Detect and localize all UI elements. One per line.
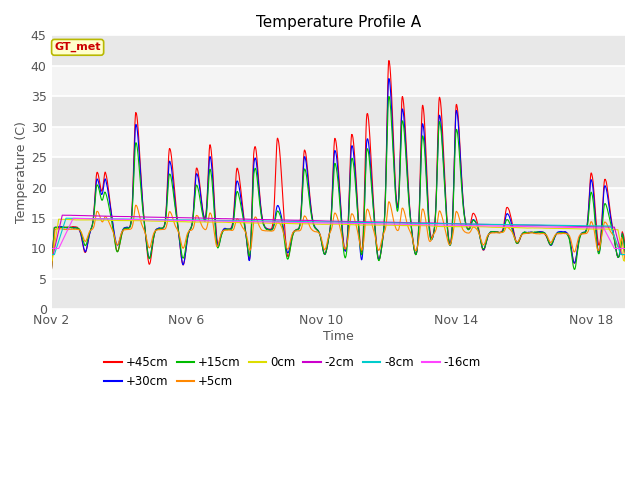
Bar [51,127,625,157]
X-axis label: Time: Time [323,330,354,343]
Bar [51,36,625,66]
Bar [51,249,625,279]
Legend: +45cm, +30cm, +15cm, +5cm, 0cm, -2cm, -8cm, -16cm: +45cm, +30cm, +15cm, +5cm, 0cm, -2cm, -8… [104,356,481,388]
Bar [51,66,625,96]
Bar [51,279,625,309]
Bar [51,218,625,249]
Bar [51,96,625,127]
Title: Temperature Profile A: Temperature Profile A [256,15,421,30]
Y-axis label: Temperature (C): Temperature (C) [15,121,28,223]
Bar [51,157,625,188]
Bar [51,188,625,218]
Text: GT_met: GT_met [54,42,101,52]
